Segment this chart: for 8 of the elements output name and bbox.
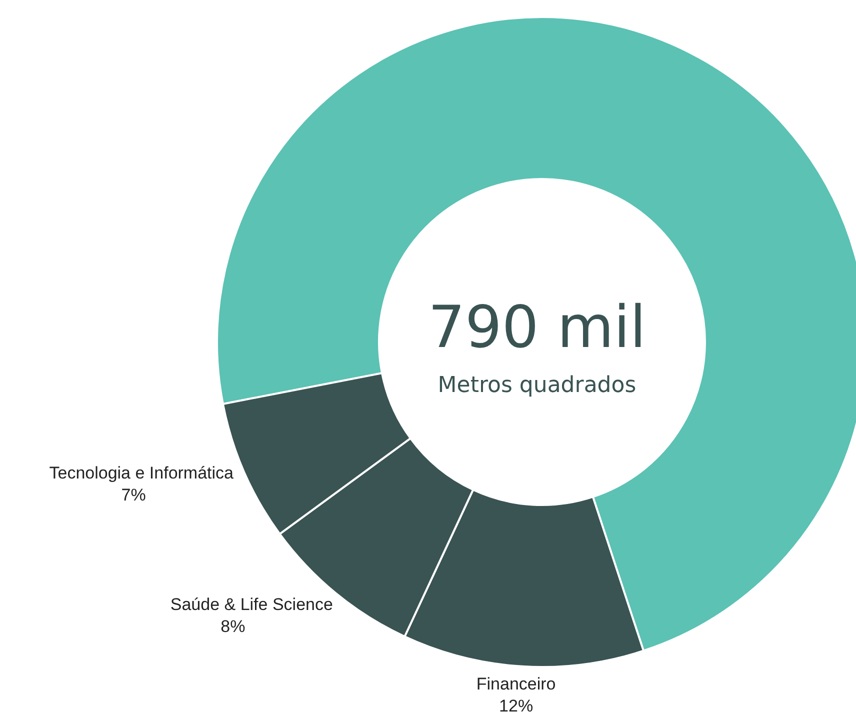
data-label: 7% (121, 485, 146, 504)
slice-label: Tecnologia e Informática (49, 463, 234, 482)
text: Metros quadrados (438, 373, 636, 398)
data-label: 12% (499, 696, 534, 713)
data-label: 8% (220, 616, 246, 636)
text: 790 mil (428, 293, 646, 361)
slice-label: Financeiro (476, 674, 556, 694)
slice-label: Saúde & Life Science (170, 594, 333, 614)
